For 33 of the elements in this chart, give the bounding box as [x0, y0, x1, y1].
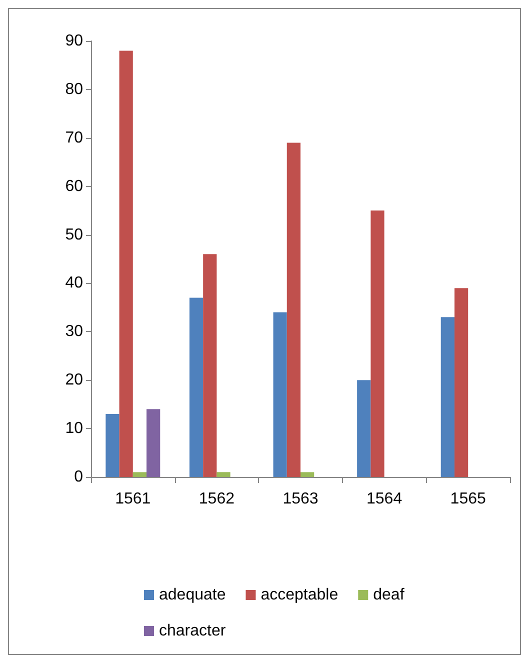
x-tick-label: 1564 — [366, 490, 402, 508]
bar — [119, 50, 133, 477]
bar — [440, 317, 454, 477]
y-tick-label: 40 — [65, 274, 84, 292]
x-tick-label: 1561 — [115, 490, 151, 508]
bar — [106, 414, 120, 477]
y-tick-label: 20 — [65, 372, 84, 389]
legend-label: character — [159, 622, 226, 640]
bar — [132, 472, 147, 477]
legend-label: adequate — [159, 586, 226, 604]
y-tick-label: 0 — [74, 468, 84, 486]
bar — [216, 472, 230, 477]
legend-label: deaf — [373, 586, 405, 604]
bar — [203, 254, 217, 477]
y-tick-label: 30 — [65, 323, 84, 340]
bar — [370, 210, 384, 477]
y-tick-label: 50 — [65, 226, 84, 244]
x-tick-label: 1565 — [450, 490, 486, 508]
bar — [286, 142, 300, 477]
legend-label: acceptable — [260, 586, 338, 604]
y-tick-label: 90 — [65, 32, 84, 50]
bar — [454, 288, 468, 477]
bar — [273, 312, 287, 477]
bar — [357, 380, 371, 477]
x-tick-label: 1562 — [198, 490, 235, 508]
bar — [146, 409, 160, 477]
x-tick-label: 1563 — [282, 490, 318, 508]
bar — [189, 298, 204, 477]
y-tick-label: 10 — [65, 420, 84, 438]
y-tick-label: 60 — [65, 178, 84, 195]
y-tick-label: 80 — [65, 80, 84, 98]
y-tick-label: 70 — [65, 129, 84, 146]
bar — [300, 472, 314, 477]
